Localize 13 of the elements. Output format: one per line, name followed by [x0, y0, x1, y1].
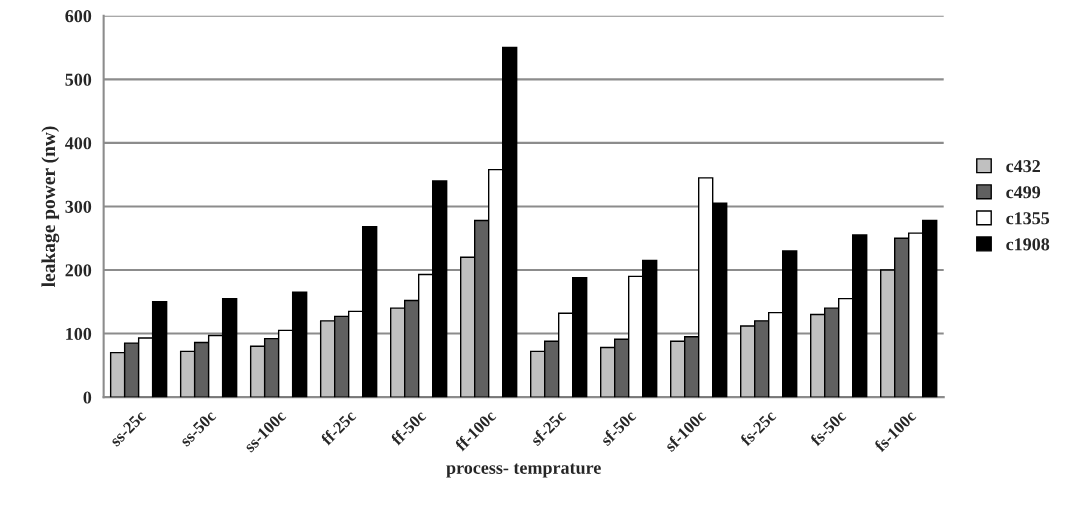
- y-tick-label: 400: [65, 137, 92, 150]
- y-tick-label: 600: [65, 10, 92, 23]
- legend-label: c1908: [1006, 238, 1050, 251]
- x-axis-title: process- temprature: [446, 463, 601, 478]
- y-tick-label: 300: [65, 200, 92, 213]
- legend-label: c432: [1006, 160, 1040, 173]
- y-tick-label: 200: [65, 264, 92, 277]
- y-tick-label: 0: [83, 391, 92, 404]
- legend-label: c499: [1006, 186, 1041, 199]
- y-axis-title: leakage power (nw): [41, 126, 60, 287]
- y-tick-label: 100: [66, 327, 92, 341]
- y-tick-label: 500: [65, 73, 92, 86]
- legend-label: c1355: [1006, 212, 1050, 225]
